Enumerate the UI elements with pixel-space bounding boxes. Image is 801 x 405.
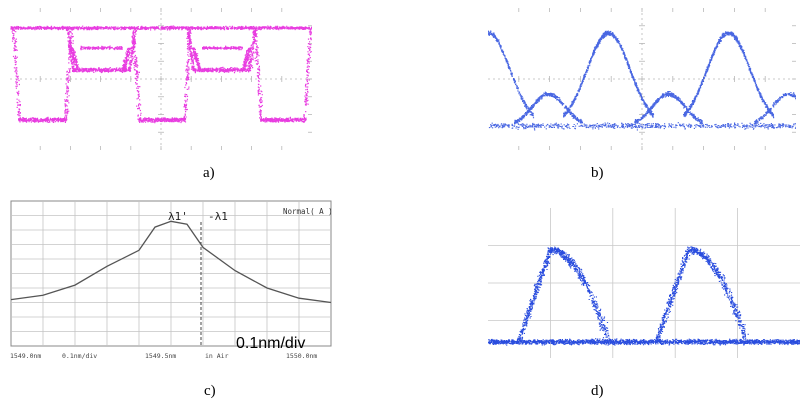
caption-d: d) — [591, 383, 604, 399]
spectrum-c: Normal( A ) λ1' -λ1 0.1nm/div 1549.0nm 0… — [10, 200, 332, 360]
eye-diagram-a — [10, 8, 312, 150]
eye-diagram-d — [488, 208, 800, 358]
caption-c: c) — [204, 383, 216, 399]
caption-b: b) — [591, 165, 604, 181]
bottom-label-0: 1549.0nm — [10, 352, 41, 360]
eye-diagram-b — [488, 8, 796, 150]
bottom-label-4: 1550.0nm — [286, 352, 317, 360]
peak-label-1: λ1' — [168, 210, 188, 223]
bottom-label-3: in Air — [205, 352, 229, 360]
eye-b-cloud — [488, 30, 796, 131]
trace-d — [488, 246, 800, 346]
grid-d — [488, 208, 800, 358]
spectrum-trace — [10, 220, 332, 304]
trace-a — [10, 25, 312, 124]
caption-a: a) — [203, 165, 215, 181]
mode-label: Normal( A ) — [283, 207, 332, 216]
scale-label: 0.1nm/div — [236, 335, 305, 352]
peak-label-2: -λ1 — [208, 210, 228, 223]
bottom-label-1: 0.1nm/div — [62, 352, 97, 360]
eye-d-cloud — [488, 246, 800, 346]
trace-b — [488, 30, 796, 131]
bottom-label-2: 1549.5nm — [145, 352, 176, 360]
eye-a-cloud — [10, 25, 312, 124]
grid-a — [10, 8, 312, 150]
